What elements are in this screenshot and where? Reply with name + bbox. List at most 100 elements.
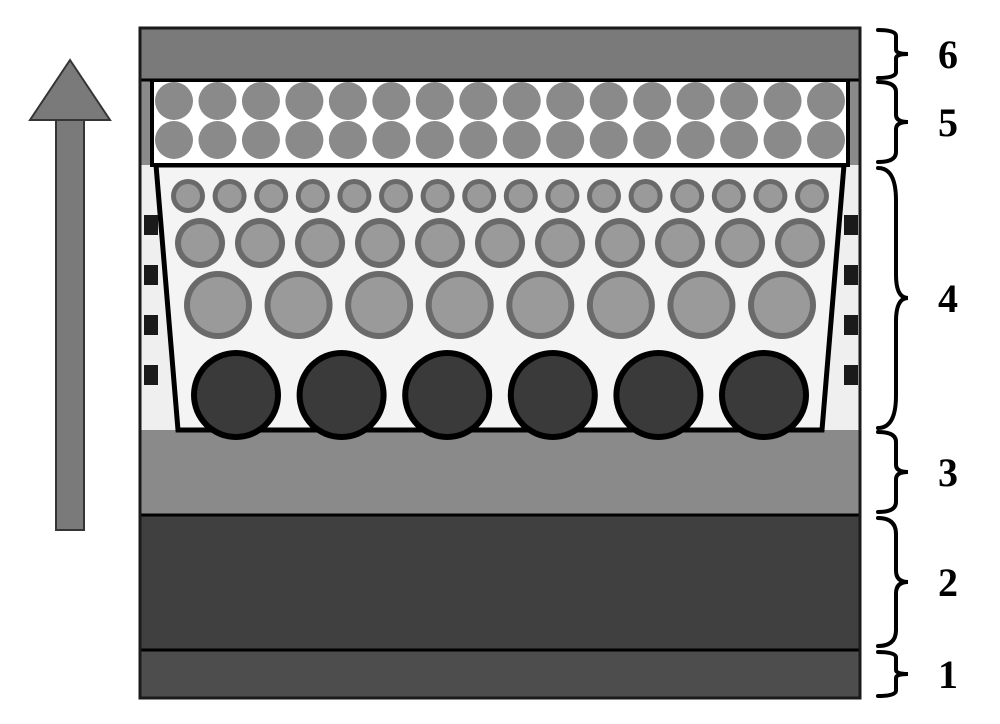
layer-5-dot [590,121,628,159]
brace [878,652,908,696]
layer-4-dot [432,277,488,333]
layer-4-dot [190,277,246,333]
layer-4-side-dash [144,365,158,385]
layer-4-dot [673,277,729,333]
layer-4-dot [717,184,741,208]
layer-4-dot [512,277,568,333]
layer-5-dot [546,82,584,120]
layer-5-dot [285,82,323,120]
layer-4-dot [481,224,519,262]
layer-5-dot [198,82,236,120]
layer-5-dot [807,82,845,120]
layer-4-side-dash [144,315,158,335]
layer-5-dot [764,121,802,159]
layer-5-dot [155,82,193,120]
layer-4-dot [408,356,486,434]
layer-4-side-dash [844,215,858,235]
layer-5-dot [633,82,671,120]
brace [878,518,908,646]
layer-5-dot [416,121,454,159]
layer-label: 3 [938,450,958,495]
layer-4-dot [361,224,399,262]
brace [878,30,908,78]
layer-4-dot [197,356,275,434]
layer-4-dot [619,356,697,434]
layer-4-dot [301,184,325,208]
layer-4-side-dash [144,265,158,285]
layer-4-dot [725,356,803,434]
layer-2 [140,515,860,650]
layer-4-dot [384,184,408,208]
layer-4-dot [303,356,381,434]
layer-5-dot [285,121,323,159]
layer-label: 2 [938,560,958,605]
layer-4-dot [271,277,327,333]
layer-5-dot [372,121,410,159]
layer-4-dot [781,224,819,262]
layer-4-dot [800,184,824,208]
layer-4-dot [351,277,407,333]
layer-4-dot [758,184,782,208]
layer-5-dot [198,121,236,159]
layer-4-dot [675,184,699,208]
layer-4-dot [426,184,450,208]
layer-5-dot [764,82,802,120]
layer-5-dot [677,121,715,159]
layer-5-dot [720,82,758,120]
layer-5-dot [416,82,454,120]
brace [878,432,908,512]
layer-4-dot [550,184,574,208]
layer-4-dot [259,184,283,208]
layer-5-dot [633,121,671,159]
layer-5-dot [807,121,845,159]
layer-4-dot [754,277,810,333]
layer-4-dot [218,184,242,208]
layer-4-side-dash [844,365,858,385]
layer-4-dot [661,224,699,262]
layer-5-dot [590,82,628,120]
layer-4-side-dash [844,315,858,335]
layer-5-dot [242,82,280,120]
diagram-svg: 6 5 4 3 2 1 [0,0,1000,724]
layer-4-dot [593,277,649,333]
layer-3 [140,430,860,515]
layer-5-dot [720,121,758,159]
layer-5-dot [372,82,410,120]
layer-4-dot [634,184,658,208]
layer-4-side-dash [144,215,158,235]
layer-5-dot [503,121,541,159]
layer-5-dot [503,82,541,120]
layer-4-dot [514,356,592,434]
layer-4-dot [241,224,279,262]
layer-5-dot [155,121,193,159]
arrow-head [30,60,110,120]
arrow-shaft [56,120,84,530]
layer-5-dot [329,82,367,120]
layer-5-dot [546,121,584,159]
layer-label: 4 [938,276,958,321]
layer-4-dot [181,224,219,262]
layer-4-dot [342,184,366,208]
layer-4-dot [467,184,491,208]
layer-4-dot [421,224,459,262]
layer-4-dot [721,224,759,262]
layer-4-dot [176,184,200,208]
layer-1 [140,650,860,698]
layer-5-dot [459,121,497,159]
layer-4-dot [509,184,533,208]
layer-5-dot [329,121,367,159]
layer-label: 6 [938,32,958,77]
brace [878,82,908,162]
layer-5-dot [459,82,497,120]
layer-4-dot [601,224,639,262]
layer-label: 5 [938,100,958,145]
layer-5-dot [242,121,280,159]
brace [878,168,908,428]
layer-4-dot [301,224,339,262]
layer-4-side-dash [844,265,858,285]
layer-4-dot [592,184,616,208]
layer-6 [140,28,860,80]
layer-label: 1 [938,652,958,697]
layer-5-dot [677,82,715,120]
layer-4-dot [541,224,579,262]
